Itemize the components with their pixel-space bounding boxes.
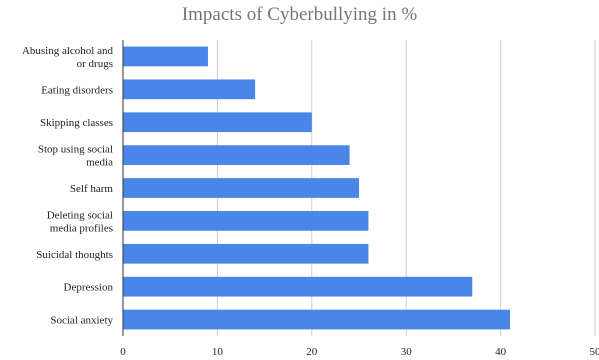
- x-tick-label: 30: [401, 346, 413, 358]
- bar: [123, 309, 511, 330]
- category-label: Abusing alcohol and: [22, 45, 114, 57]
- category-label: or drugs: [77, 58, 113, 70]
- category-label: Skipping classes: [40, 117, 113, 129]
- x-tick-label: 40: [495, 346, 507, 358]
- category-label: media: [86, 157, 113, 169]
- bar: [123, 46, 208, 67]
- x-tick-label: 10: [212, 346, 224, 358]
- bar: [123, 211, 369, 231]
- bar: [123, 145, 350, 165]
- bar: [123, 79, 256, 100]
- category-label: Eating disorders: [41, 84, 113, 96]
- chart-title: Impacts of Cyberbullying in %: [181, 4, 418, 25]
- bar: [123, 178, 359, 198]
- category-label: Suicidal thoughts: [36, 249, 113, 261]
- x-tick-label: 50: [590, 346, 599, 358]
- x-tick-label: 0: [120, 346, 126, 358]
- category-label: media profiles: [50, 222, 113, 234]
- x-tick-label: 20: [306, 346, 318, 358]
- bars: [123, 46, 511, 330]
- category-label: Self harm: [70, 183, 114, 195]
- bar: [123, 276, 473, 297]
- x-tick-labels: 0 10 20 30 40 50: [120, 346, 599, 358]
- category-label: Deleting social: [47, 209, 113, 221]
- bar: [123, 243, 369, 264]
- category-label: Social anxiety: [50, 315, 113, 327]
- category-label: Depression: [64, 282, 114, 294]
- category-label: Stop using social: [38, 144, 113, 156]
- bar: [123, 112, 312, 133]
